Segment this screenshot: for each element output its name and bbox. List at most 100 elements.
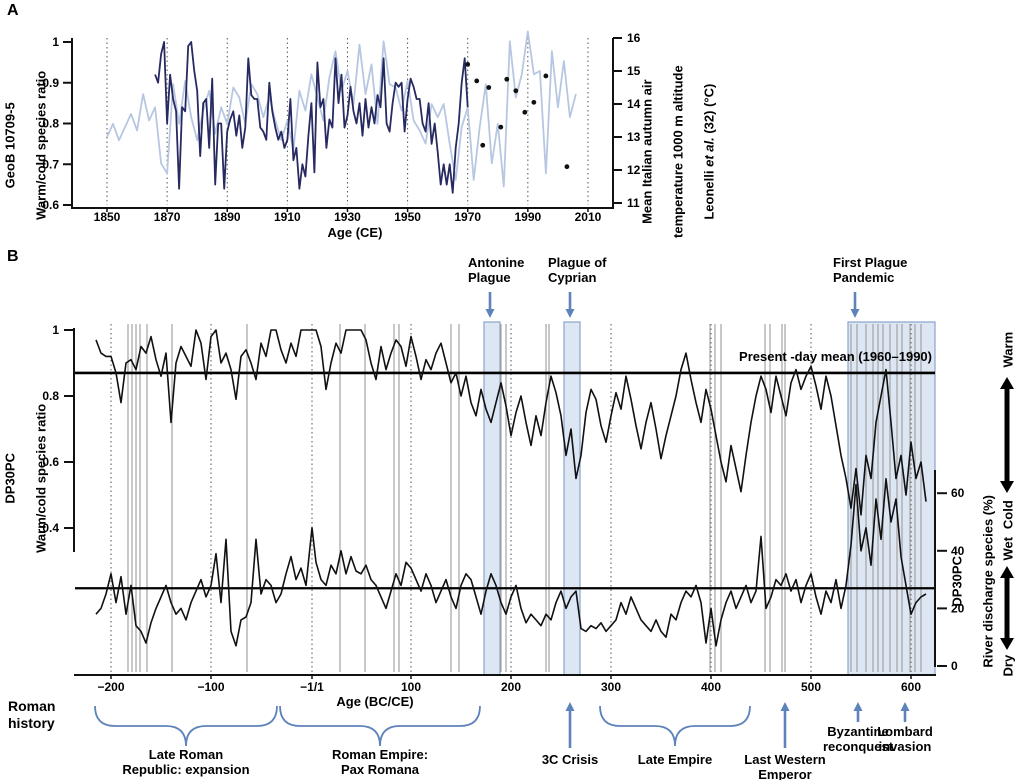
svg-text:1970: 1970: [454, 210, 481, 224]
svg-text:20: 20: [951, 601, 965, 615]
svg-text:0.8: 0.8: [42, 389, 59, 403]
plague-annotation-0: Antonine Plague: [468, 255, 525, 286]
history-arrow-label-2: Byzantine reconquest: [822, 724, 894, 755]
dry-label: Dry: [1000, 654, 1016, 677]
instrumental-temperature-dot: [513, 88, 519, 94]
history-arrow-label-0: 3C Crisis: [541, 752, 599, 767]
svg-text:0.7: 0.7: [42, 157, 59, 171]
history-arrow-label-3: Lombard invasion: [877, 724, 933, 755]
plague-event-band: [563, 321, 581, 676]
warm-cold-ratio-line-b: [95, 329, 927, 516]
plague-annotation-2: First Plague Pandemic: [833, 255, 908, 286]
citation-et-al: et al.: [700, 137, 716, 167]
svg-text:500: 500: [801, 680, 821, 694]
instrumental-temperature-dot: [465, 62, 471, 67]
instrumental-temperature-dot: [480, 142, 486, 148]
history-brace: [599, 705, 751, 747]
warm-cold-ratio-line-a: [154, 41, 469, 194]
history-arrow-label-1: Last Western Emperor: [744, 752, 826, 780]
panel-a-series: [106, 30, 577, 194]
svg-text:−200: −200: [97, 680, 124, 694]
svg-text:1: 1: [52, 323, 59, 337]
svg-text:0.9: 0.9: [42, 76, 59, 90]
panel-a-y-right-axis-title: Mean Italian autumn air temperature 1000…: [624, 2, 731, 302]
instrumental-temperature-dot: [486, 85, 492, 90]
panel-a-label: A: [7, 2, 19, 19]
history-brace: [279, 705, 481, 747]
roman-history-row-label: Roman history: [8, 698, 56, 731]
instrumental-temperature-dot: [531, 99, 537, 105]
panel-b-series: [95, 329, 927, 647]
svg-text:0.6: 0.6: [42, 455, 59, 469]
svg-text:100: 100: [401, 680, 421, 694]
river-discharge-line: [95, 477, 927, 647]
svg-text:1890: 1890: [214, 210, 241, 224]
instrumental-temperature-dot: [474, 78, 480, 84]
history-brace-label-1: Roman Empire: Pax Romana: [331, 747, 429, 778]
panel-b-y-left-axis-title: DP30PC Warm/cold species ratio: [0, 328, 64, 628]
panel-b-reference-lines: [75, 371, 935, 590]
panel-b-y-right-title-line1: DP30PC: [950, 556, 966, 607]
svg-text:1850: 1850: [94, 210, 121, 224]
svg-text:11: 11: [627, 196, 640, 210]
present-day-mean-label: Present -day mean (1960–1990): [739, 349, 932, 364]
plague-event-band: [847, 321, 936, 676]
panel-a-axes: 1 0.9 0.8 0.7 0.6 16 15 14 13 12 11 1850 1870 1890 191…: [42, 31, 640, 224]
history-brace: [94, 705, 278, 747]
svg-text:0.8: 0.8: [42, 117, 59, 131]
svg-text:0: 0: [951, 659, 958, 673]
history-brace-label-2: Late Empire: [637, 752, 713, 767]
history-brace-label-0: Late Roman Republic: expansion: [122, 747, 250, 778]
roman-history-annotations: [94, 702, 910, 748]
instrumental-temperature-dot: [504, 76, 510, 82]
svg-text:16: 16: [627, 31, 641, 45]
citation-prefix: Leonelli: [700, 166, 716, 220]
instrumental-temperature-dot: [543, 73, 549, 79]
temperature-line: [106, 30, 577, 188]
svg-text:12: 12: [627, 163, 641, 177]
svg-text:200: 200: [501, 680, 521, 694]
panel-b-y-right-title-line2: River discharge species (%): [980, 494, 996, 668]
svg-text:2010: 2010: [575, 210, 602, 224]
plague-annotation-1: Plague of Cyprian: [548, 255, 607, 286]
panel-b-plague-annotations: [485, 292, 860, 318]
panel-a-y-right-title-line3: Leonelli et al. (32) (°C): [701, 2, 716, 302]
panel-b-y-left-title-line2: Warm/cold species ratio: [33, 403, 49, 553]
svg-text:14: 14: [627, 97, 641, 111]
svg-text:−1/1: −1/1: [300, 680, 324, 694]
instrumental-temperature-dot: [522, 109, 528, 115]
warm-label: Warm: [1000, 331, 1016, 368]
svg-text:300: 300: [601, 680, 621, 694]
svg-text:1910: 1910: [274, 210, 301, 224]
svg-text:1870: 1870: [154, 210, 181, 224]
citation-suffix: (32) (°C): [700, 83, 716, 138]
svg-text:13: 13: [627, 130, 641, 144]
panel-b-y-left-title-line1: DP30PC: [3, 453, 19, 504]
svg-text:0.6: 0.6: [42, 198, 59, 212]
svg-text:−100: −100: [197, 680, 224, 694]
instrumental-temperature-dot: [564, 164, 570, 170]
svg-text:60: 60: [951, 486, 965, 500]
panel-a-y-left-axis-title: GeoB 10709-5 Warm/cold species ratio: [0, 0, 64, 295]
plague-event-band: [483, 321, 501, 676]
climate-direction-arrows: [1000, 377, 1014, 650]
svg-text:1: 1: [52, 35, 59, 49]
wet-label: Wet: [1000, 536, 1016, 561]
svg-text:1990: 1990: [514, 210, 541, 224]
panel-a-y-left-title-line2: Warm/cold species ratio: [33, 70, 49, 220]
svg-text:40: 40: [951, 544, 965, 558]
instrumental-temperature-dot: [498, 124, 504, 130]
svg-text:0.4: 0.4: [42, 521, 59, 535]
svg-text:1950: 1950: [394, 210, 421, 224]
svg-text:15: 15: [627, 64, 641, 78]
panel-a-y-right-title-line2: temperature 1000 m altitude: [670, 65, 686, 238]
svg-text:400: 400: [701, 680, 721, 694]
panel-a-y-left-title-line1: GeoB 10709-5: [3, 102, 19, 189]
panel-a-y-right-title-line1: Mean Italian autumn air: [639, 79, 655, 224]
svg-text:1930: 1930: [334, 210, 361, 224]
panel-b-label: B: [7, 248, 19, 265]
panel-b-x-axis-title: Age (BC/CE): [336, 694, 414, 709]
